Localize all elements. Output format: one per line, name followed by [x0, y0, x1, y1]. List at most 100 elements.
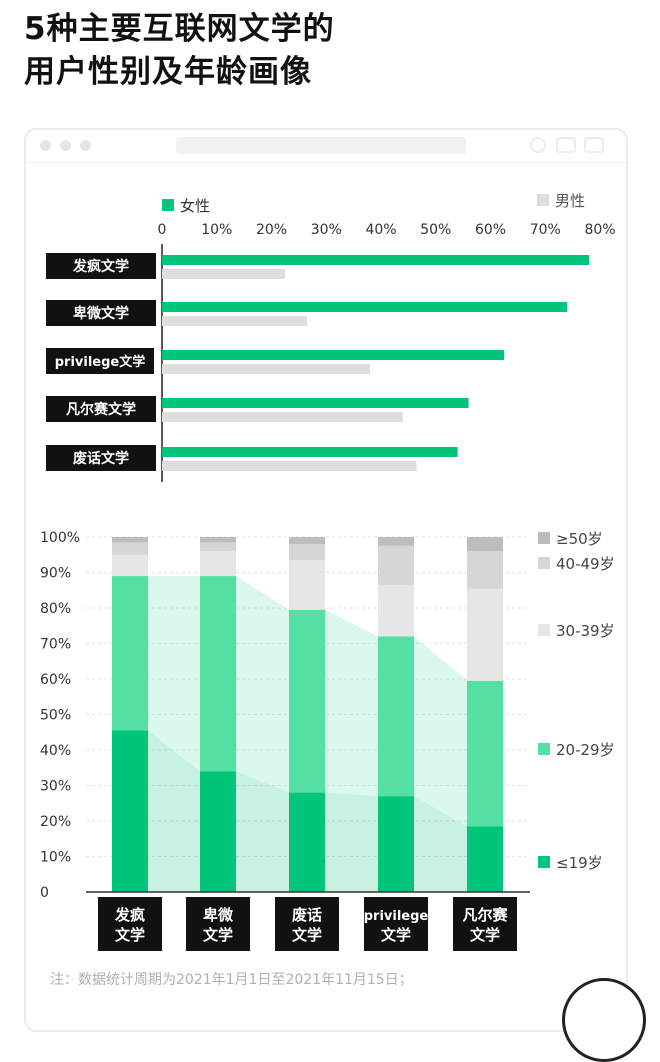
stack-segment-≤19岁 [467, 826, 503, 892]
bar-male [162, 269, 286, 279]
stack-segment-≥50岁 [200, 537, 236, 543]
y-tick-label: 90% [40, 566, 71, 582]
category-label: 发疯文学 [72, 258, 129, 275]
y-tick-label: 20% [40, 814, 71, 830]
stack-segment-20-29岁 [467, 680, 503, 827]
bar-male [162, 461, 417, 471]
stack-segment-40-49岁 [467, 551, 503, 589]
category-label: 凡尔赛 [462, 906, 508, 924]
legend-label-female: 女性 [180, 197, 210, 215]
legend-label: ≥50岁 [556, 530, 603, 548]
y-tick-label: 60% [40, 672, 71, 688]
stack-segment-40-49岁 [289, 544, 325, 561]
legend-swatch-female [162, 199, 174, 211]
bar-female [162, 398, 469, 408]
legend-swatch [538, 557, 550, 569]
legend-swatch [538, 532, 550, 544]
category-label-box [46, 348, 154, 374]
x-tick-label: 30% [311, 222, 342, 238]
stack-segment-≥50岁 [112, 537, 148, 543]
y-tick-label: 0 [40, 885, 49, 901]
footnote: 注：数据统计周期为2021年1月1日至2021年11月15日； [50, 972, 413, 988]
window-maximize-dot-icon [80, 140, 91, 151]
stack-segment-40-49岁 [112, 542, 148, 555]
stack-segment-30-39岁 [112, 554, 148, 577]
bar-male [162, 364, 371, 374]
window-minimize-dot-icon [60, 140, 71, 151]
category-label-box [46, 396, 156, 422]
category-label-box [275, 897, 339, 951]
legend-swatch [538, 856, 550, 868]
title-line-1: 5种主要互联网文学的 [24, 11, 335, 47]
category-label: 凡尔赛文学 [66, 401, 136, 418]
stack-segment-20-29岁 [378, 636, 414, 797]
x-tick-label: 0 [158, 222, 167, 238]
y-tick-label: 70% [40, 637, 71, 653]
stack-segment-≥50岁 [467, 537, 503, 552]
title-line-2: 用户性别及年龄画像 [24, 54, 312, 90]
stack-segment-20-29岁 [112, 576, 148, 731]
corner-badge-icon [562, 978, 646, 1062]
category-label: 发疯 [114, 906, 145, 924]
window-title-bar [26, 130, 626, 163]
category-label: 文学 [470, 926, 500, 944]
y-tick-label: 80% [40, 601, 71, 617]
bar-female [162, 447, 458, 457]
stack-segment-30-39岁 [200, 551, 236, 577]
x-tick-label: 60% [475, 222, 506, 238]
stack-segment-30-39岁 [467, 588, 503, 681]
x-tick-label: 50% [420, 222, 451, 238]
category-label: 文学 [292, 926, 322, 944]
stack-segment-≤19岁 [378, 796, 414, 892]
category-label: 文学 [381, 926, 411, 944]
category-label: privilege [364, 909, 429, 924]
category-label-box [186, 897, 250, 951]
bar-male [162, 412, 403, 422]
stack-segment-40-49岁 [200, 542, 236, 552]
bar-female [162, 255, 590, 265]
stack-segment-≤19岁 [200, 771, 236, 892]
category-label-box [453, 897, 517, 951]
y-tick-label: 40% [40, 743, 71, 759]
y-tick-label: 10% [40, 850, 71, 866]
page-title: 5种主要互联网文学的 用户性别及年龄画像 [24, 8, 444, 94]
category-label: 卑微文学 [73, 305, 129, 322]
bar-female [162, 350, 505, 360]
legend-label: 20-29岁 [556, 741, 615, 759]
legend-label: ≤19岁 [556, 854, 603, 872]
stack-segment-≤19岁 [112, 730, 148, 892]
category-label-box [46, 445, 156, 471]
window-menu-button-icon [584, 137, 604, 153]
stack-segment-20-29岁 [289, 609, 325, 793]
stack-segment-30-39岁 [378, 584, 414, 637]
stack-segment-20-29岁 [200, 576, 236, 772]
legend-swatch [538, 624, 550, 636]
stack-segment-≤19岁 [289, 792, 325, 892]
legend-swatch [538, 743, 550, 755]
legend-label-male: 男性 [555, 192, 585, 210]
window-close-dot-icon [40, 140, 51, 151]
y-tick-label: 30% [40, 779, 71, 795]
legend-swatch-male [537, 194, 549, 206]
stack-segment-≥50岁 [378, 537, 414, 546]
legend-label: 40-49岁 [556, 555, 615, 573]
legend-label: 30-39岁 [556, 622, 615, 640]
stack-segment-30-39岁 [289, 560, 325, 610]
category-label: 卑微 [203, 906, 234, 924]
category-label-box [98, 897, 162, 951]
category-label: 废话 [292, 906, 322, 924]
category-label: privilege文学 [55, 354, 146, 370]
y-tick-label: 50% [40, 708, 71, 724]
x-tick-label: 80% [584, 222, 615, 238]
x-tick-label: 70% [530, 222, 561, 238]
category-label-box [364, 897, 428, 951]
window-circle-button-icon [530, 137, 546, 153]
category-label-box [46, 253, 156, 279]
category-label: 文学 [203, 926, 233, 944]
y-tick-label: 100% [40, 530, 80, 546]
stack-segment-≥50岁 [289, 537, 325, 545]
x-tick-label: 20% [256, 222, 287, 238]
age-stacked-bar-chart: 0 10% 20% 30% 40% 50% 60% 70% 80% 90% 100% 发疯文学 卑微文学… [40, 530, 615, 951]
x-tick-label: 40% [365, 222, 396, 238]
